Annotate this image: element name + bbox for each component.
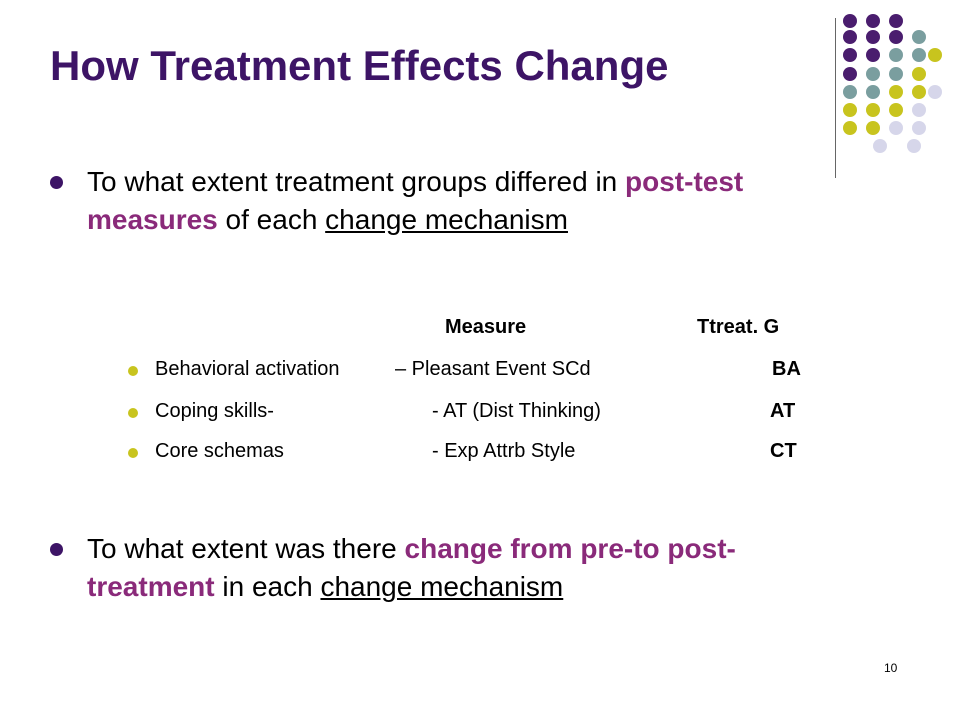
bullet-dot-icon xyxy=(50,543,63,556)
treatment-group: CT xyxy=(770,440,797,462)
sub-bullet-dot-icon xyxy=(128,366,138,376)
bullet-text-part: To what extent was there xyxy=(87,533,405,564)
column-header-measure: Measure xyxy=(445,316,527,338)
mechanism-row: Core schemas - Exp Attrb Style CT xyxy=(0,438,960,468)
mechanism-name: Coping skills- xyxy=(155,400,274,422)
decorative-divider-line xyxy=(835,18,836,178)
mechanism-name: Core schemas xyxy=(155,440,284,462)
underlined-phrase: change mechanism xyxy=(320,571,564,602)
sub-bullet-dot-icon xyxy=(128,408,138,418)
bullet-post-test-question: To what extent treatment groups differed… xyxy=(50,163,830,239)
mechanism-name: Behavioral activation xyxy=(155,358,340,380)
bullet-dot-icon xyxy=(50,176,63,189)
column-header-treatment-group: Ttreat. G xyxy=(697,316,780,338)
mechanism-measure: – Pleasant Event SCd xyxy=(395,358,591,380)
mechanism-measure: - AT (Dist Thinking) xyxy=(432,400,601,422)
bullet-text: To what extent treatment groups differed… xyxy=(87,163,830,239)
decorative-dot-grid xyxy=(843,14,942,153)
highlighted-phrase: post-test measures xyxy=(87,166,744,235)
mechanism-measure: - Exp Attrb Style xyxy=(432,440,576,462)
treatment-group: BA xyxy=(772,358,801,380)
bullet-text-part: in each xyxy=(214,571,321,602)
highlighted-phrase: change from pre-to post- treatment xyxy=(87,533,736,602)
treatment-group: AT xyxy=(770,400,796,422)
bullet-text: To what extent was there change from pre… xyxy=(87,530,830,606)
slide-title: How Treatment Effects Change xyxy=(50,42,669,89)
bullet-text-part: To what extent treatment groups differed… xyxy=(87,166,626,197)
bullet-pre-post-question: To what extent was there change from pre… xyxy=(50,530,830,606)
sub-bullet-dot-icon xyxy=(128,448,138,458)
page-number: 10 xyxy=(884,661,898,675)
mechanism-row: Behavioral activation – Pleasant Event S… xyxy=(0,356,960,386)
mechanism-row: Coping skills- - AT (Dist Thinking) AT xyxy=(0,398,960,428)
underlined-phrase: change mechanism xyxy=(325,204,568,235)
bullet-text-part: of each xyxy=(217,204,326,235)
